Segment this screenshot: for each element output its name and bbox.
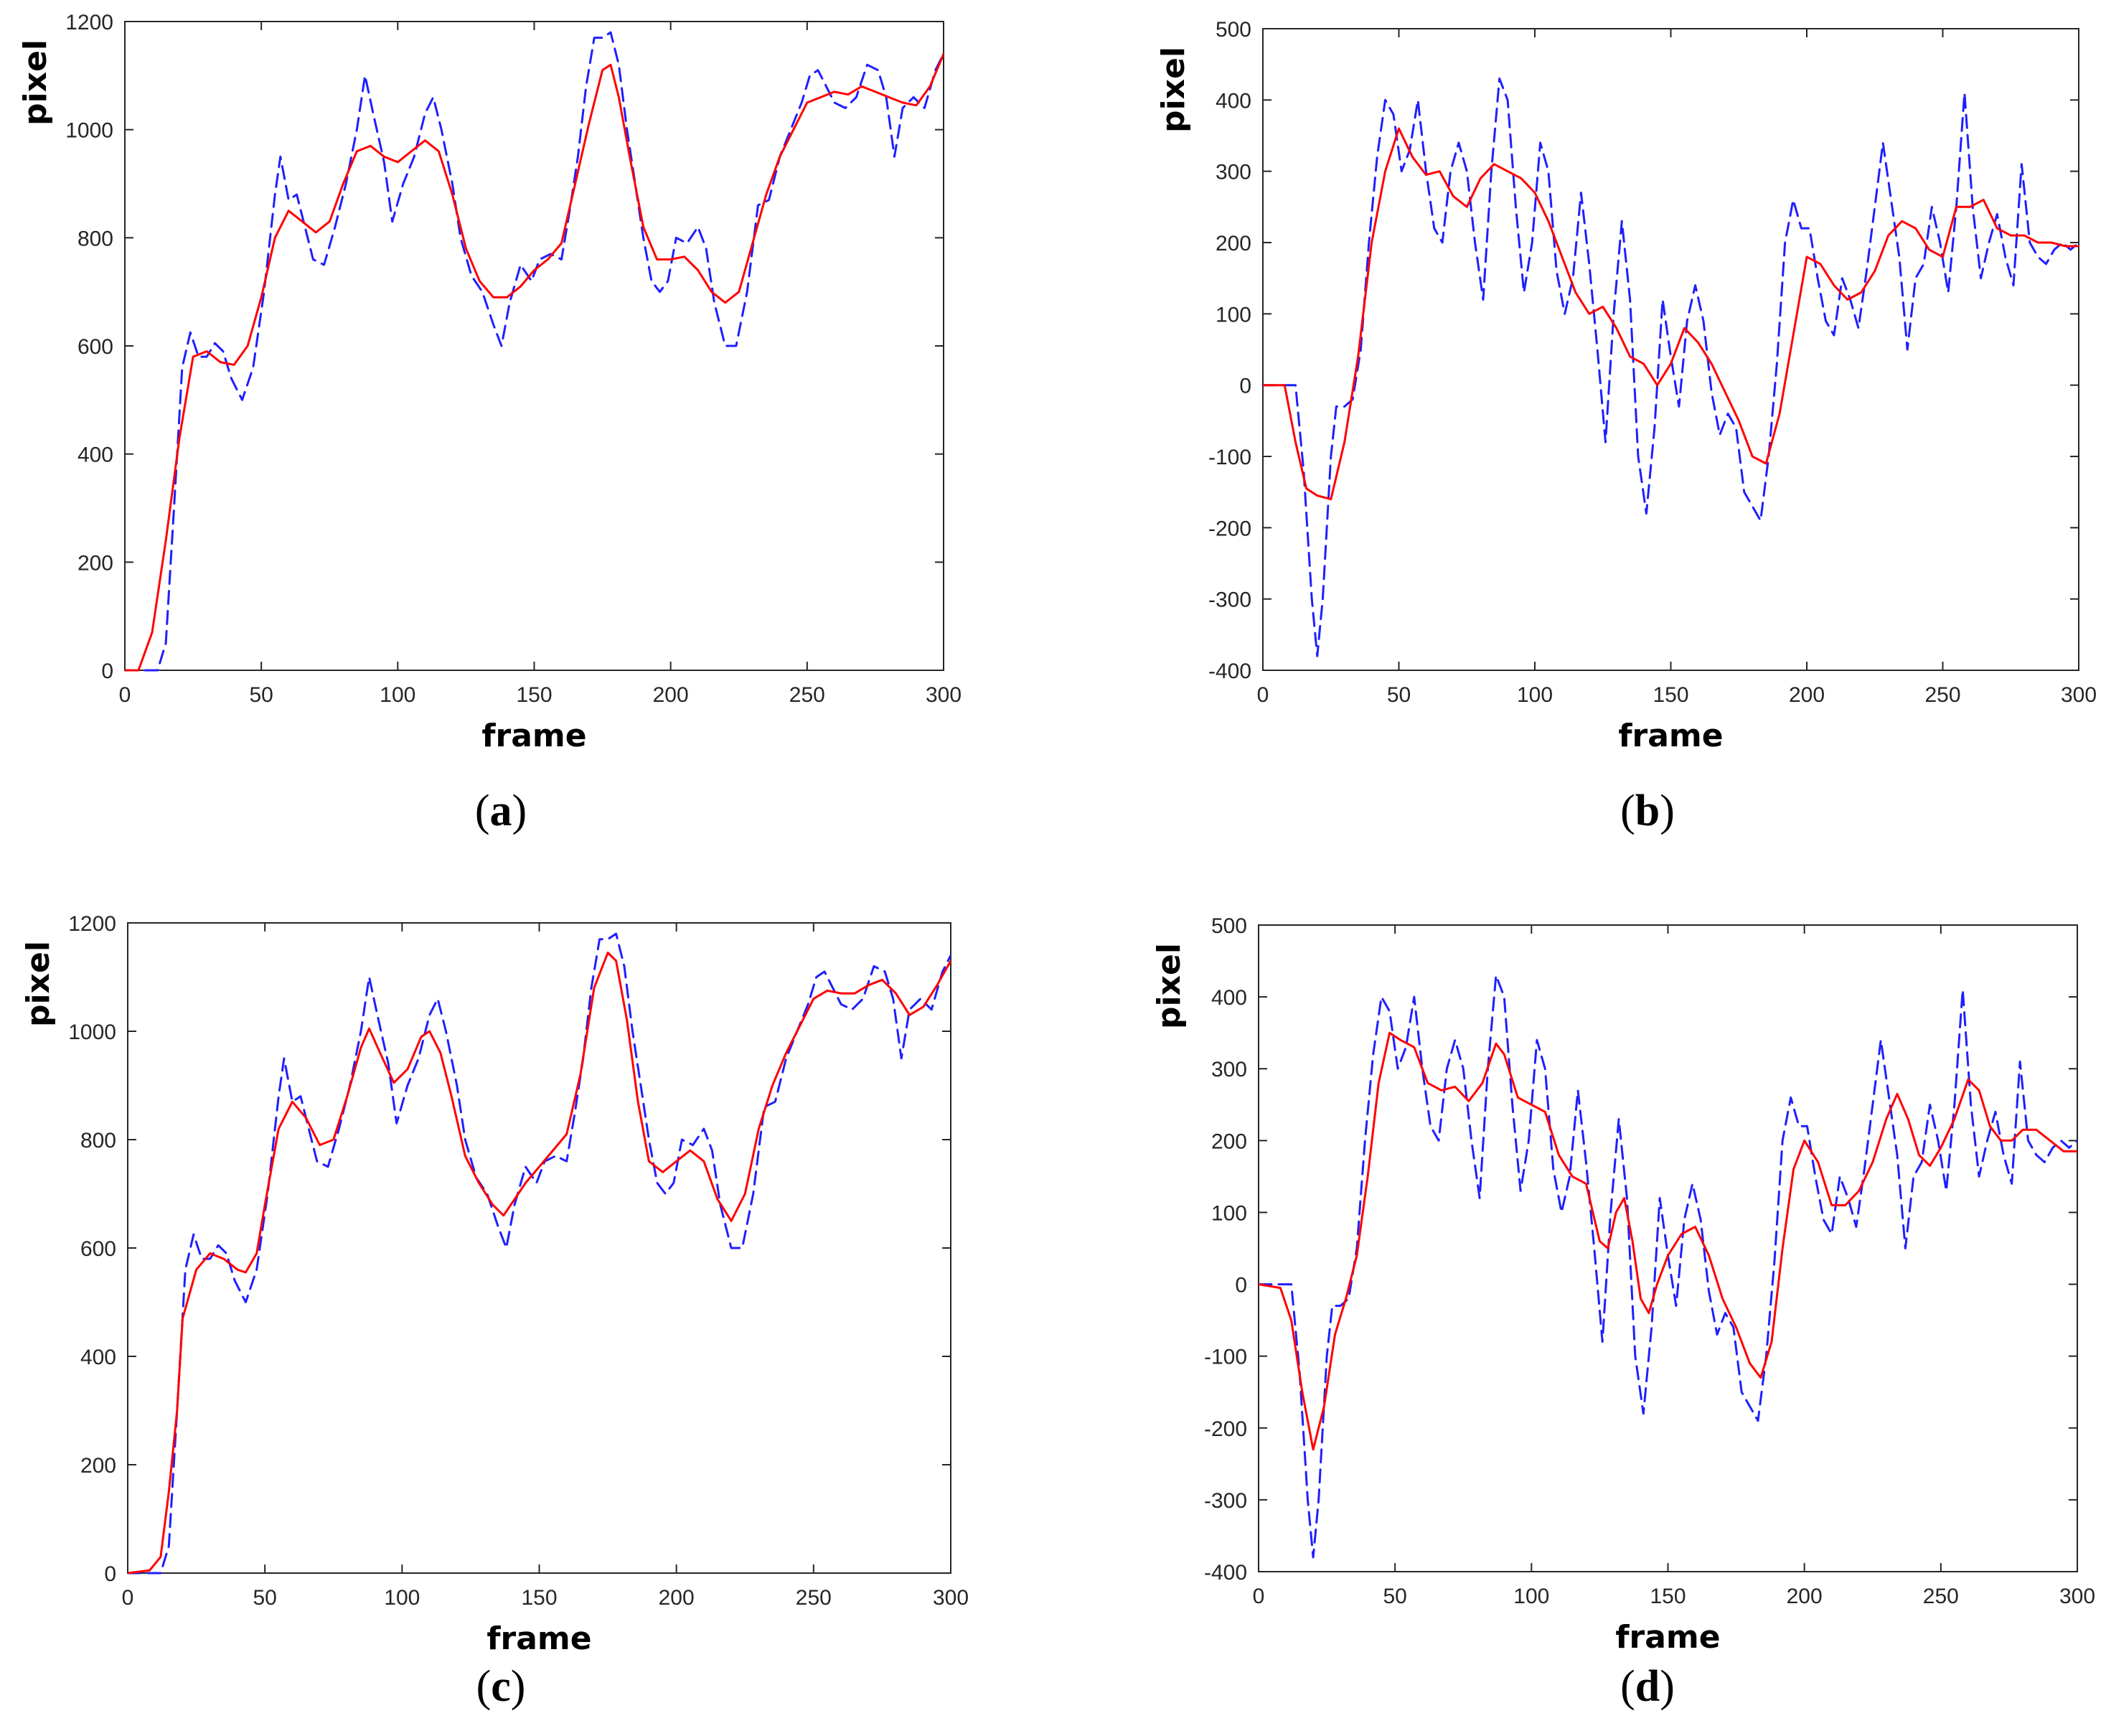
y-tick-label: 500	[1216, 18, 1251, 42]
y-tick-label: 200	[77, 551, 113, 575]
y-tick-label: 500	[1211, 914, 1247, 938]
y-axis-label: pixel	[17, 39, 54, 126]
y-tick-label: 600	[77, 335, 113, 359]
y-tick-label: -400	[1204, 1561, 1247, 1585]
y-tick-label: 0	[1235, 1274, 1247, 1298]
x-tick-label: 0	[1253, 1585, 1265, 1608]
series-line-smoothed-b	[1263, 127, 2079, 501]
y-tick-label: -400	[1208, 660, 1251, 683]
y-tick-label: 200	[1211, 1130, 1247, 1153]
y-axis-label: pixel	[20, 941, 57, 1027]
x-tick-label: 300	[2061, 683, 2097, 707]
x-tick-label: 250	[1923, 1585, 1959, 1608]
y-tick-label: -300	[1204, 1489, 1247, 1513]
y-tick-label: 100	[1211, 1201, 1247, 1225]
plot-area-c	[127, 922, 951, 1574]
y-tick-label: 1200	[68, 912, 116, 936]
x-tick-label: 50	[1387, 683, 1411, 707]
plot-area-a	[124, 21, 944, 671]
series-line-measured-b	[1263, 78, 2079, 657]
y-tick-label: 300	[1211, 1058, 1247, 1082]
x-tick-label: 200	[1789, 683, 1825, 707]
series-line-smoothed-a	[125, 52, 944, 672]
y-tick-label: 400	[80, 1346, 116, 1369]
x-tick-label: 150	[1650, 1585, 1686, 1608]
x-tick-label: 300	[933, 1586, 969, 1610]
y-tick-label: 200	[80, 1454, 116, 1478]
y-tick-label: 1000	[65, 119, 113, 143]
panel-caption: (c)	[476, 1662, 526, 1711]
y-tick-label: 600	[80, 1237, 116, 1261]
x-tick-label: 150	[521, 1586, 557, 1610]
y-tick-label: -100	[1204, 1346, 1247, 1369]
y-tick-label: -300	[1208, 588, 1251, 612]
x-tick-label: 50	[249, 683, 273, 707]
x-tick-label: 0	[119, 683, 131, 707]
y-tick-label: 400	[1211, 986, 1247, 1010]
panel-caption-letter: c	[491, 1662, 511, 1711]
y-tick-label: 800	[80, 1129, 116, 1153]
x-tick-label: 250	[1924, 683, 1960, 707]
x-tick-label: 250	[789, 683, 825, 707]
x-tick-label: 300	[926, 683, 962, 707]
x-tick-label: 300	[2059, 1585, 2095, 1608]
x-axis-label: frame	[1615, 1619, 1720, 1656]
panel-a: 0 50 100 150 200 250 300 0 200 400 600 800 1000 1200 f…	[17, 11, 962, 835]
series-line-measured-d	[1259, 974, 2077, 1559]
x-tick-label: 100	[1517, 683, 1553, 707]
y-tick-label: -200	[1208, 517, 1251, 540]
x-tick-label: 200	[653, 683, 689, 707]
y-axis-label: pixel	[1155, 47, 1192, 133]
panel-b: 0 50 100 150 200 250 300 -400 -300 -200 -100 0 100 20…	[1155, 18, 2097, 835]
panel-caption-letter: b	[1635, 787, 1660, 835]
x-tick-label: 100	[1513, 1585, 1549, 1608]
y-tick-label: 400	[77, 444, 113, 467]
panel-caption-letter: a	[490, 787, 512, 835]
x-tick-label: 200	[1787, 1585, 1823, 1608]
series-line-smoothed-d	[1259, 1031, 2077, 1451]
y-tick-label: 800	[77, 227, 113, 250]
panel-caption-letter: d	[1635, 1662, 1660, 1711]
y-tick-label: 100	[1216, 303, 1251, 327]
series-line-smoothed-c	[128, 952, 951, 1575]
y-tick-label: 400	[1216, 89, 1251, 113]
y-tick-label: -100	[1208, 446, 1251, 469]
plot-area-d	[1258, 924, 2078, 1572]
y-tick-label: -200	[1204, 1417, 1247, 1441]
series-line-measured-a	[125, 31, 944, 672]
x-tick-label: 0	[1257, 683, 1269, 707]
panel-caption: (b)	[1620, 787, 1675, 835]
y-tick-label: 200	[1216, 232, 1251, 255]
y-tick-label: 300	[1216, 161, 1251, 184]
y-tick-label: 1000	[68, 1021, 116, 1044]
panel-caption: (d)	[1620, 1662, 1675, 1711]
x-axis-label: frame	[1618, 718, 1723, 754]
x-tick-label: 50	[253, 1586, 276, 1610]
x-tick-label: 150	[1653, 683, 1688, 707]
x-axis-label: frame	[481, 718, 586, 754]
y-tick-label: 0	[1239, 375, 1251, 398]
series-line-measured-c	[128, 932, 951, 1575]
panel-d: 0 50 100 150 200 250 300 -400 -300 -200 -100 0 100 20…	[1151, 914, 2095, 1711]
y-tick-label: 0	[101, 660, 113, 683]
x-axis-label: frame	[486, 1620, 591, 1657]
y-tick-label: 0	[104, 1562, 116, 1586]
x-tick-label: 50	[1383, 1585, 1406, 1608]
panel-c: 0 50 100 150 200 250 300 0 200 400 600 800 1000 1200 f…	[20, 912, 969, 1711]
x-tick-label: 200	[659, 1586, 695, 1610]
panel-caption: (a)	[475, 787, 527, 835]
x-tick-label: 150	[516, 683, 552, 707]
x-tick-label: 100	[380, 683, 415, 707]
y-axis-label: pixel	[1151, 943, 1188, 1029]
x-tick-label: 0	[122, 1586, 134, 1610]
x-tick-label: 250	[796, 1586, 832, 1610]
y-tick-label: 1200	[65, 11, 113, 34]
x-tick-label: 100	[384, 1586, 420, 1610]
